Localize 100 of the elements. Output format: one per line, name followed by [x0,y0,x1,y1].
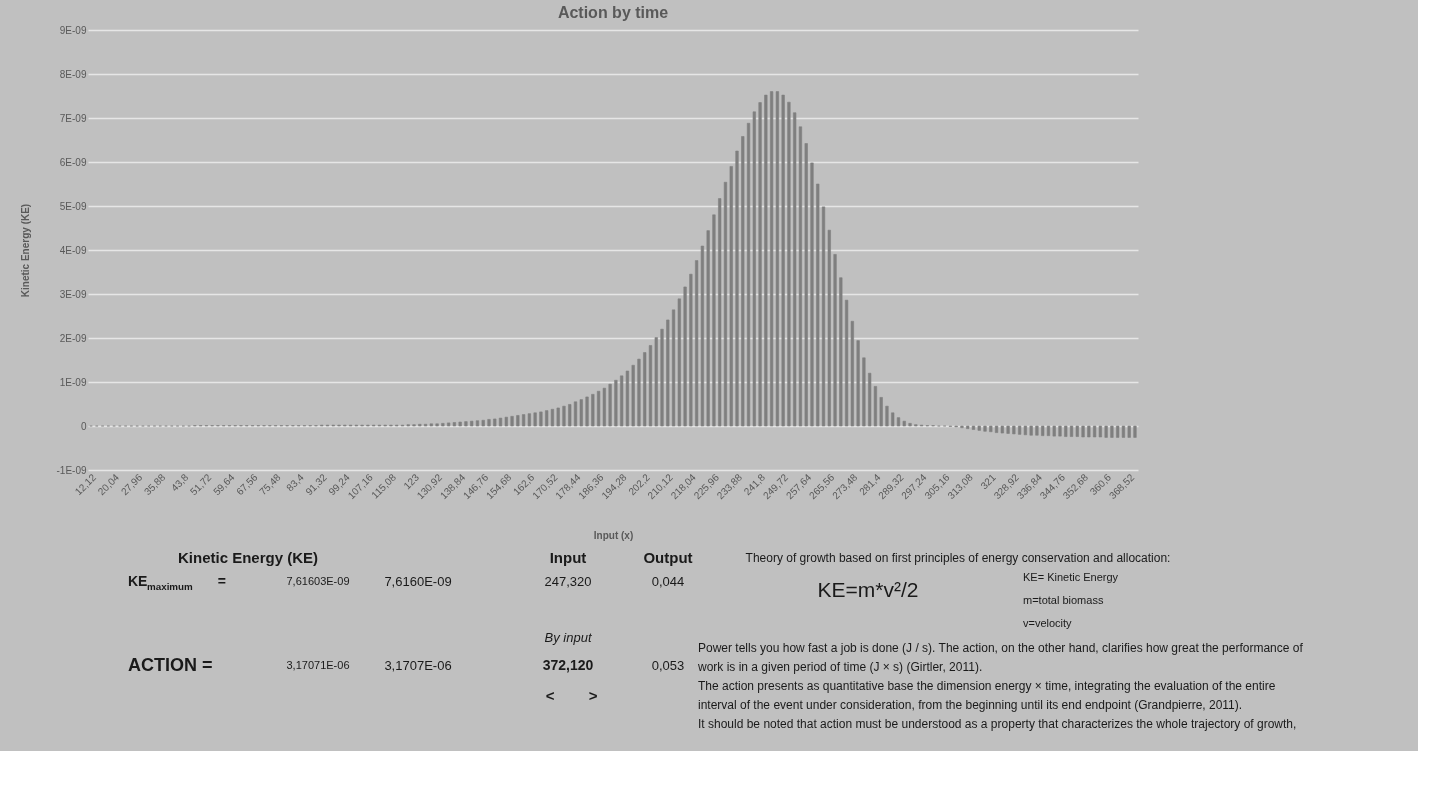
bar [793,112,797,427]
bar [435,423,439,427]
bar [1012,425,1016,435]
y-tick-label: 0 [80,420,87,432]
text: KE= Kinetic Energy [1023,571,1119,583]
bar [971,425,976,430]
bar [1052,425,1056,437]
bar [539,411,543,427]
bar [712,214,716,427]
text: 7,61603E-09 [286,575,350,587]
bar [643,352,647,427]
text: interval of the event under consideration, from the beginning until its end endpoint (Grandpierre, 2011). [698,698,1243,712]
bar [637,358,641,427]
bar [608,383,612,427]
bar [752,111,756,427]
bar [556,407,560,427]
text: 3,17071E-06 [286,659,350,671]
text: m=total biomass [1023,594,1104,606]
text: It should be noted that action must be understood as a property that characterizes the whole trajectory of growth, [698,717,1297,731]
bar [614,379,618,427]
bar [966,425,970,429]
text: By input [544,630,593,645]
x-tick-label: 83,4 [284,471,307,494]
y-tick-label: -1E-09 [56,464,87,476]
bar [827,229,831,427]
bar [579,399,583,427]
y-tick-label: 2E-09 [59,332,87,344]
bar [493,418,497,427]
bar [1041,425,1045,436]
text: < [545,687,555,704]
bar [660,328,664,427]
x-tick-label: 123 [401,471,422,492]
text: Power tells you how fast a job is done (J / s). The action, on the other hand, clarifies how great the performance of [698,641,1304,655]
text: v=velocity [1023,617,1073,629]
x-tick-label: 321 [978,471,999,492]
bar [798,126,803,427]
bar [994,425,999,433]
y-tick-label: 7E-09 [59,112,87,124]
y-tick-label: 1E-09 [59,376,87,388]
bar [1075,425,1079,437]
bar [810,162,814,427]
bar [1069,425,1074,437]
bar [1104,425,1108,438]
bar [746,122,751,427]
text: 3,1707E-06 [384,658,452,673]
chart-title: Action by time [557,4,669,21]
text: Input [549,549,587,566]
text: 247,320 [544,574,592,589]
bar [862,357,866,427]
text: Kinetic Energy (KE) [177,549,319,566]
bar [764,94,768,427]
bar [1058,425,1062,437]
bar [1035,425,1039,436]
bar [735,150,739,427]
bar [1110,425,1114,438]
bar [1029,425,1033,436]
text: Output [643,549,693,566]
bar [654,337,658,427]
text: KE=m*v²/2 [817,578,919,601]
text: ACTION = [128,655,213,675]
text: 7,6160E-09 [384,574,452,589]
bar [706,230,710,427]
bar [1081,425,1085,438]
bar [758,102,762,427]
text: 0,053 [651,658,685,673]
bar [689,273,693,427]
bar [475,420,480,427]
bar [821,206,826,427]
bar [441,423,445,427]
bar [562,405,566,427]
bar [591,394,595,427]
text: The action presents as quantitative base the dimension energy × time, integrating the evaluation of the entire [698,679,1276,693]
bar [977,425,981,431]
bar [666,319,670,427]
y-tick-label: 8E-09 [59,68,87,80]
bar [983,425,987,432]
bar [510,416,514,427]
bar [573,401,578,427]
y-tick-label: 5E-09 [59,200,87,212]
bar [458,421,462,427]
y-axis-title: Kinetic Energy (KE) [20,203,32,298]
y-tick-label: 9E-09 [59,24,87,36]
bar [516,415,520,427]
bar [1046,425,1051,436]
bar [896,417,901,427]
bar [741,136,745,427]
bar [718,198,722,427]
bar [1006,425,1010,434]
text: Theory of growth based on first principles of energy conservation and allocation: [745,551,1171,565]
bar [908,423,912,427]
bar [833,254,837,427]
bar [781,94,785,427]
bar [856,340,860,427]
bar [481,419,485,427]
bar [891,412,895,427]
bar [902,420,906,427]
bar [879,397,883,427]
bar [787,101,791,427]
bar [585,396,589,427]
text: 372,120 [542,657,594,673]
